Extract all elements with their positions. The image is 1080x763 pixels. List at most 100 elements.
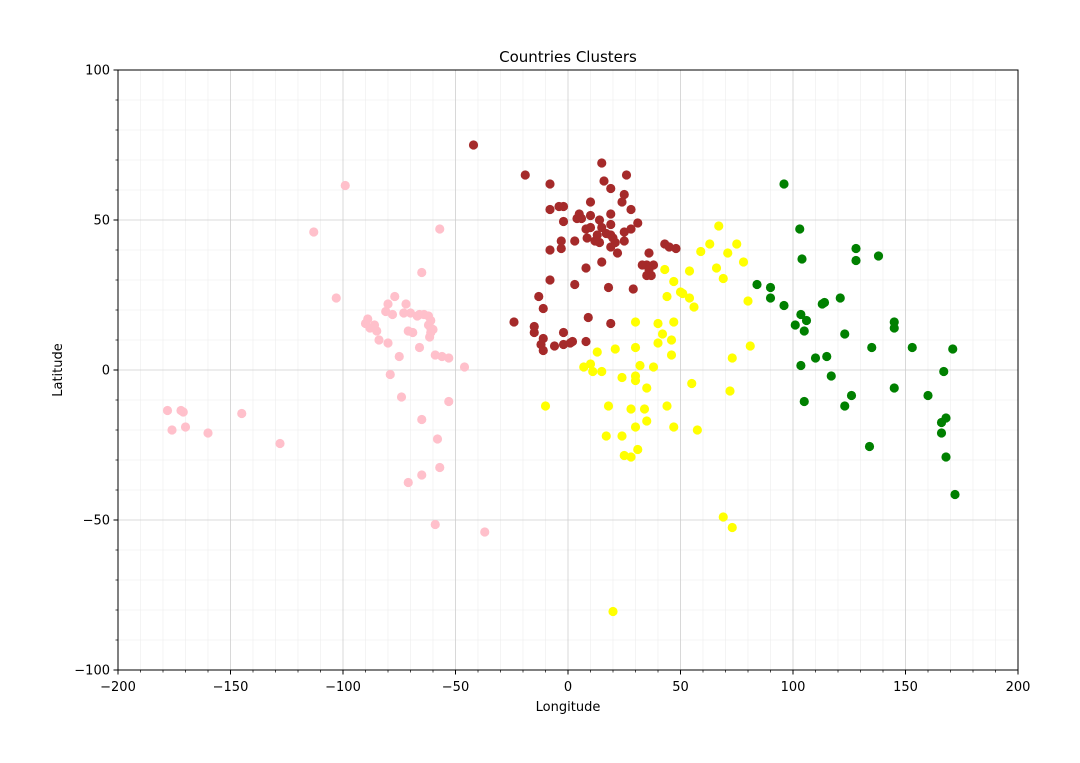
scatter-point xyxy=(588,366,598,377)
scatter-point xyxy=(435,462,445,473)
x-tick-label: 200 xyxy=(1006,680,1031,695)
scatter-point xyxy=(846,390,857,401)
scatter-point xyxy=(889,383,899,393)
scatter-point xyxy=(669,317,679,327)
x-tick-label: −150 xyxy=(213,680,249,695)
scatter-point xyxy=(606,209,616,219)
tick-labels: −200 −150 −100 −50 0 50 100 150 200 −100 −50 0 50 100 xyxy=(74,64,1030,696)
scatter-point xyxy=(583,312,593,323)
scatter-point xyxy=(907,342,917,353)
scatter-point xyxy=(597,158,607,168)
scatter-point xyxy=(385,369,395,380)
scatter-point xyxy=(669,276,679,287)
scatter-point xyxy=(692,425,702,435)
scatter-point xyxy=(509,317,519,327)
scatter-point xyxy=(417,414,427,425)
scatter-point xyxy=(936,428,947,438)
scatter-point xyxy=(412,311,422,321)
scatter-point xyxy=(950,489,960,500)
scatter-point xyxy=(799,326,809,336)
scatter-point xyxy=(538,345,548,356)
scatter-point xyxy=(765,293,776,303)
scatter-point xyxy=(727,353,737,363)
x-tick-label: 0 xyxy=(564,680,572,695)
scatter-point xyxy=(468,140,479,150)
scatter-point xyxy=(923,390,933,401)
scatter-point xyxy=(599,176,609,186)
scatter-point xyxy=(810,353,821,363)
scatter-point xyxy=(572,213,582,224)
scatter-point xyxy=(162,405,173,416)
scatter-point xyxy=(597,257,607,267)
scatter-point xyxy=(718,512,728,522)
scatter-point xyxy=(394,351,404,362)
scatter-point xyxy=(630,342,641,353)
scatter-point xyxy=(797,254,807,264)
scatter-point xyxy=(630,317,641,327)
scatter-point xyxy=(626,224,636,234)
scatter-point xyxy=(653,338,663,348)
scatter-point xyxy=(662,291,672,302)
scatter-point xyxy=(642,416,652,426)
scatter-point xyxy=(403,477,413,488)
scatter-point xyxy=(889,317,899,327)
scatter-point xyxy=(606,242,616,252)
scatter-point xyxy=(558,201,569,212)
scatter-point xyxy=(619,236,629,246)
scatter-point xyxy=(581,263,591,273)
scatter-point xyxy=(390,291,400,302)
scatter-point xyxy=(711,263,722,273)
scatter-point xyxy=(619,189,629,200)
scatter-point xyxy=(606,318,616,329)
scatter-point xyxy=(864,441,875,452)
scatter-point xyxy=(657,329,668,339)
scatter-point xyxy=(529,327,539,338)
scatter-point xyxy=(714,221,724,231)
scatter-point xyxy=(796,309,806,320)
scatter-point xyxy=(626,452,636,462)
scatter-point xyxy=(387,309,398,320)
scatter-point xyxy=(639,404,650,414)
scatter-point xyxy=(610,344,620,354)
scatter-point xyxy=(790,320,800,330)
axis-ticks xyxy=(113,69,1019,675)
scatter-point xyxy=(637,260,647,270)
scatter-point xyxy=(592,230,602,240)
scatter-point xyxy=(795,224,805,234)
scatter-point xyxy=(309,227,319,237)
scatter-point xyxy=(779,300,789,311)
scatter-point xyxy=(666,335,677,345)
scatter-point xyxy=(592,347,602,357)
scatter-point xyxy=(601,431,611,441)
scatter-point xyxy=(612,248,623,258)
scatter-point xyxy=(617,197,627,207)
scatter-point xyxy=(396,392,407,402)
y-tick-label: 50 xyxy=(93,214,110,229)
scatter-point xyxy=(630,422,641,432)
scatter-point xyxy=(556,243,566,254)
scatter-point xyxy=(383,299,393,309)
scatter-point xyxy=(556,236,566,246)
scatter-point xyxy=(178,407,188,417)
y-tick-label: −50 xyxy=(83,514,110,529)
scatter-point xyxy=(684,266,695,276)
y-tick-label: 0 xyxy=(102,364,110,379)
scatter-point xyxy=(606,183,616,194)
x-axis-label: Longitude xyxy=(536,700,601,715)
scatter-point xyxy=(801,315,812,326)
scatter-point xyxy=(666,350,677,360)
scatter-point xyxy=(203,428,213,438)
scatter-point xyxy=(626,404,636,414)
scatter-point xyxy=(642,383,652,393)
scatter-point xyxy=(779,179,789,189)
scatter-point xyxy=(738,257,749,267)
scatter-point xyxy=(237,408,247,419)
scatter-point xyxy=(558,327,569,338)
scatter-point xyxy=(417,267,427,278)
scatter-point xyxy=(414,342,425,353)
scatter-point xyxy=(425,332,435,342)
scatter-point xyxy=(840,401,850,411)
scatter-point xyxy=(725,386,735,396)
scatter-point xyxy=(678,288,688,299)
